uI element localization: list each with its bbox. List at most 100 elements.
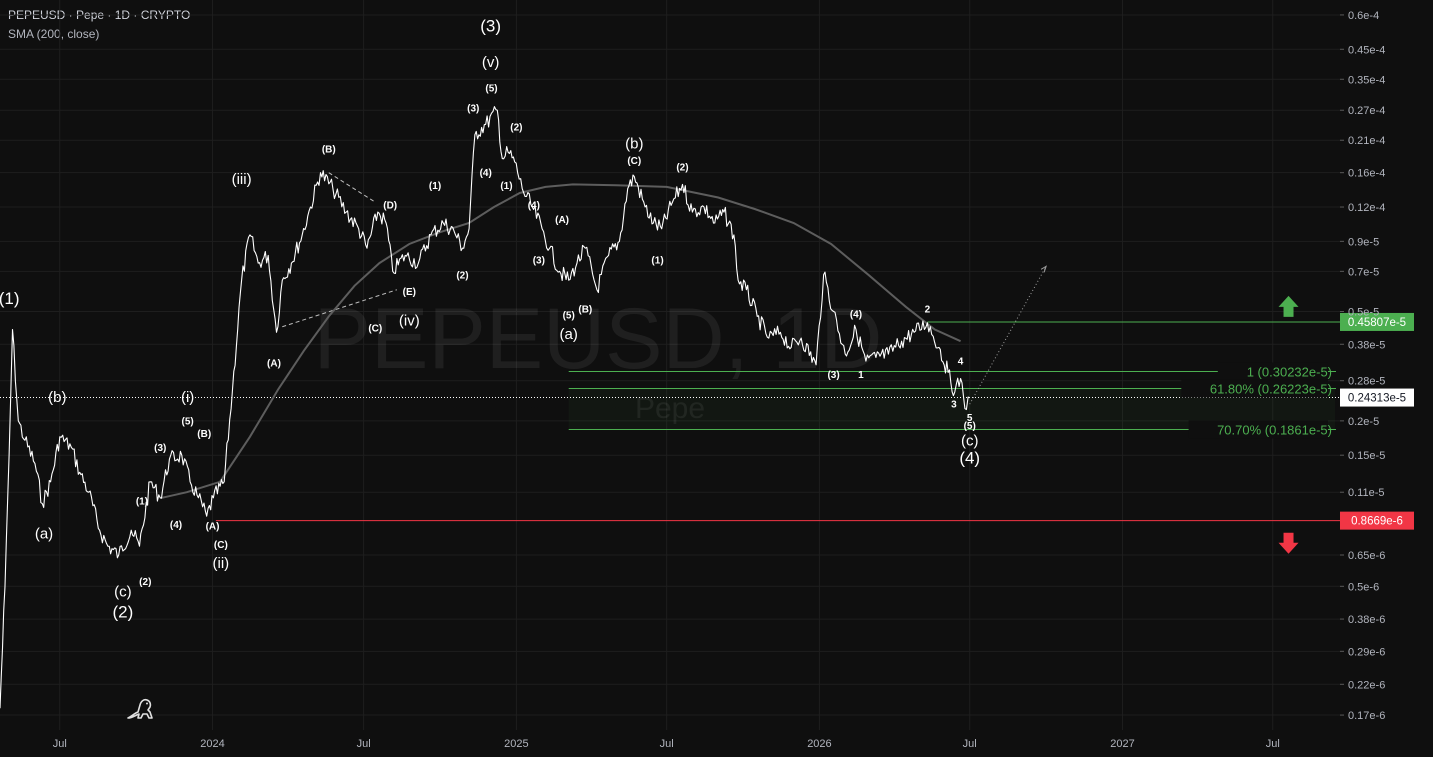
wave-trendline	[328, 172, 376, 203]
wave-label: (c)	[961, 433, 979, 450]
sma-200-line	[161, 183, 962, 499]
price-tick-label: 0.27e-4	[1348, 105, 1385, 117]
fib-level-label: 61.80% (0.26223e-5)	[1210, 382, 1332, 397]
wave-label: (iii)	[232, 171, 252, 188]
price-line	[0, 106, 970, 709]
stop-price-tag-label: 0.8669e-6	[1351, 516, 1403, 528]
grid-lines	[0, 0, 1340, 730]
fib-level-label: 1 (0.30232e-5)	[1247, 365, 1332, 380]
wave-label: (1)	[500, 181, 512, 192]
projection-line	[969, 266, 1047, 405]
wave-label: (4)	[170, 520, 182, 531]
price-tick-label: 0.28e-5	[1348, 376, 1385, 388]
price-tick-label: 0.38e-6	[1348, 614, 1385, 626]
price-tick-label: 0.65e-6	[1348, 550, 1385, 562]
wave-label: (1)	[0, 289, 20, 308]
wave-label: 4	[958, 357, 964, 368]
price-tick-label: 0.2e-5	[1348, 416, 1379, 428]
time-tick-label: Jul	[357, 738, 371, 750]
wave-label: 5	[967, 413, 973, 424]
time-tick-label: 2024	[200, 738, 224, 750]
wave-label: (3)	[467, 104, 479, 115]
wave-label: (5)	[485, 84, 497, 95]
wave-label: (2)	[510, 122, 522, 133]
last-price-tag-label: 0.24313e-5	[1348, 393, 1406, 405]
watermark-symbol: PEPEUSD, 1D	[314, 291, 883, 387]
wave-label: (c)	[114, 583, 132, 600]
price-tick-label: 0.6e-4	[1348, 10, 1379, 22]
time-tick-label: Jul	[53, 738, 67, 750]
wave-label: (B)	[578, 305, 592, 316]
last-price-tag	[1340, 388, 1414, 407]
time-tick-label: Jul	[660, 738, 674, 750]
price-tick-label: 0.16e-4	[1348, 168, 1385, 180]
trendlines	[282, 172, 398, 328]
time-tick-label: 2025	[504, 738, 528, 750]
wave-label: 2	[925, 305, 931, 316]
arrow-up-icon	[1278, 295, 1299, 317]
target-price-tag	[1340, 312, 1414, 331]
wave-label: (B)	[322, 145, 336, 156]
wave-label: (1)	[429, 181, 441, 192]
price-tick-label: 0.45e-4	[1348, 44, 1385, 56]
wave-label: 3	[951, 400, 957, 411]
wave-label: (A)	[267, 358, 281, 369]
wave-label: (4)	[850, 309, 862, 320]
fib-label-bg	[1217, 362, 1328, 381]
wave-label: (D)	[383, 201, 397, 212]
price-tick-label: 0.9e-5	[1348, 236, 1379, 248]
wave-label: (a)	[560, 326, 578, 343]
price-tick-label: 0.35e-4	[1348, 74, 1385, 86]
wave-label: (E)	[403, 287, 416, 298]
time-tick-label: 2026	[807, 738, 831, 750]
wave-label: (C)	[214, 540, 228, 551]
target-price-tag-label: 0.45807e-5	[1348, 317, 1406, 329]
price-tick-label: 0.21e-4	[1348, 135, 1385, 147]
wave-label: (B)	[197, 429, 211, 440]
indicator-legend[interactable]: SMA (200, close)	[8, 27, 100, 41]
stop-price-tag	[1340, 511, 1414, 530]
wave-label: (2)	[139, 577, 151, 588]
price-tick-label: 0.11e-5	[1348, 487, 1385, 499]
price-tick-label: 0.12e-4	[1348, 202, 1385, 214]
price-tick-label: 0.5e-6	[1348, 581, 1379, 593]
price-tick-label: 0.5e-5	[1348, 307, 1379, 319]
wave-label: (2)	[112, 602, 133, 621]
wave-label: (5)	[182, 416, 194, 427]
fib-label-bg	[1181, 379, 1328, 398]
wave-label: (A)	[206, 521, 220, 532]
fib-level-label: 70.70% (0.1861e-5)	[1217, 422, 1332, 437]
wave-label: (C)	[368, 324, 382, 335]
wave-trendline	[282, 289, 398, 328]
price-axis[interactable]: 0.45807e-5 0.8669e-6 0.6e-4 0.45e-4 0.35e-4 0…	[1340, 0, 1433, 757]
fib-label-bg	[1188, 420, 1328, 439]
wave-label: (4)	[528, 201, 540, 212]
series-layer	[0, 106, 1048, 709]
wave-label: (a)	[35, 525, 53, 542]
wave-label: (iv)	[399, 312, 420, 329]
time-tick-label: 2027	[1110, 738, 1134, 750]
wave-label: (v)	[482, 54, 500, 71]
projection-arrowhead	[1040, 265, 1048, 273]
wave-label: (b)	[48, 389, 66, 406]
wave-label: (4)	[959, 449, 980, 468]
tradingview-dino-logo-icon	[127, 698, 153, 719]
wave-label: (3)	[480, 16, 501, 35]
wave-label: 1	[858, 370, 864, 381]
symbol-watermark: PEPEUSD, 1D Pepe	[314, 291, 883, 425]
wave-label: (ii)	[213, 555, 230, 572]
wave-label: (C)	[627, 156, 641, 167]
wave-labels: (1)(a)(b)(c)(2)(1)(2)(3)(4)(i)(5)(B)(A)(…	[0, 16, 980, 621]
time-tick-label: Jul	[963, 738, 977, 750]
arrow-down-icon	[1278, 532, 1299, 554]
price-tick-label: 0.38e-5	[1348, 339, 1385, 351]
price-tick-label: 0.22e-6	[1348, 679, 1385, 691]
wave-label: (4)	[480, 168, 492, 179]
wave-label: (3)	[154, 443, 166, 454]
price-tick-label: 0.29e-6	[1348, 646, 1385, 658]
price-tick-label: 0.15e-5	[1348, 450, 1385, 462]
wave-label: (2)	[676, 162, 688, 173]
wave-label: (i)	[181, 389, 194, 406]
time-axis[interactable]: Jul 2024 Jul 2025 Jul 2026 Jul 2027 Jul	[53, 738, 1280, 750]
